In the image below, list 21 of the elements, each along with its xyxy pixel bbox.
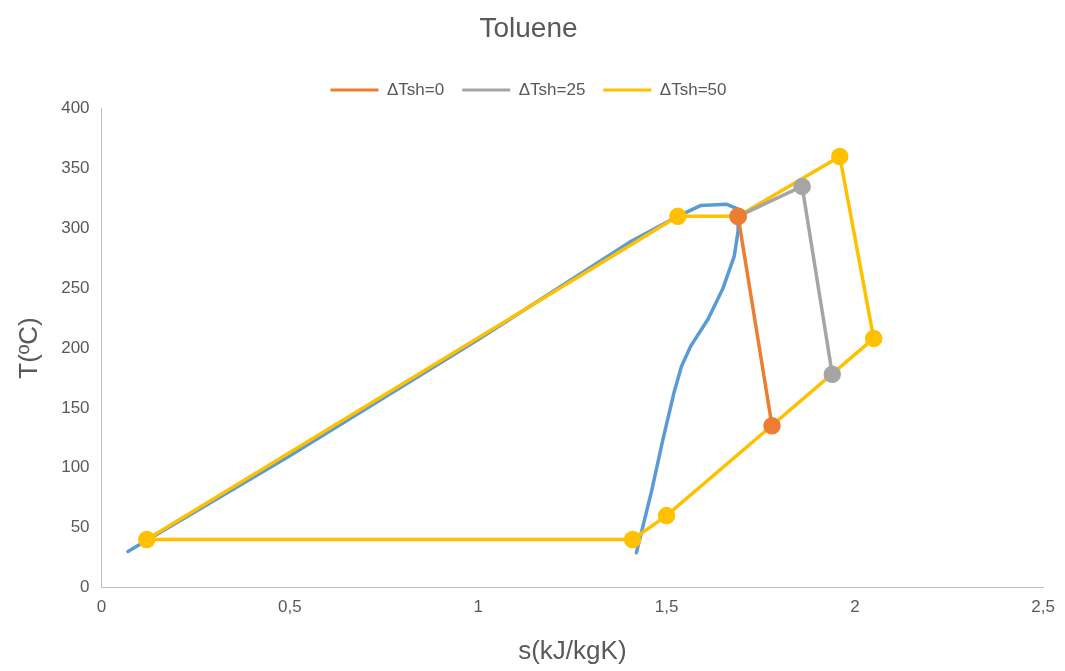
y-tick-label: 250 bbox=[61, 277, 90, 297]
y-tick-label: 50 bbox=[70, 517, 90, 537]
y-tick-label: 300 bbox=[61, 217, 90, 237]
x-tick-label: 1,5 bbox=[654, 597, 679, 617]
x-tick-label: 2 bbox=[850, 597, 860, 617]
y-axis-title: T(ºC) bbox=[12, 317, 43, 379]
legend-label: ΔTsh=50 bbox=[659, 79, 727, 99]
x-tick-label: 0 bbox=[96, 597, 107, 617]
x-tick-label: 2,5 bbox=[1031, 597, 1055, 617]
y-tick-label: 200 bbox=[61, 337, 90, 357]
y-tick-label: 150 bbox=[61, 397, 90, 417]
legend-label: ΔTsh=25 bbox=[518, 79, 586, 99]
x-tick-label: 1 bbox=[473, 597, 483, 617]
y-tick-label: 400 bbox=[61, 98, 90, 118]
y-tick-label: 350 bbox=[61, 158, 90, 178]
legend-label: ΔTsh=0 bbox=[387, 79, 445, 99]
x-axis-title: s(kJ/kgK) bbox=[518, 634, 627, 665]
chart-title: Toluene bbox=[479, 11, 578, 43]
y-tick-label: 100 bbox=[61, 457, 90, 477]
x-tick-label: 0,5 bbox=[278, 597, 302, 617]
y-tick-label: 0 bbox=[80, 577, 90, 597]
